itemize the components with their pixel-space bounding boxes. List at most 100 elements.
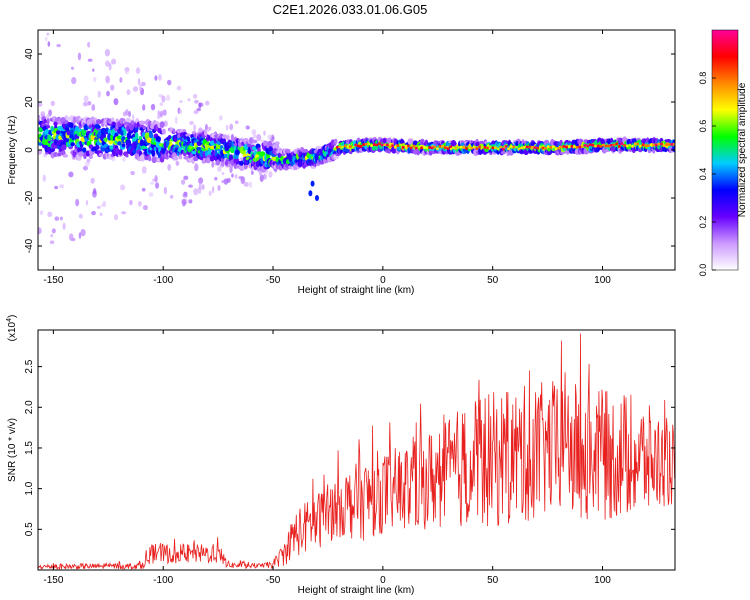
spectrogram-speckle — [113, 98, 119, 106]
spectrogram-heatmap — [38, 32, 675, 245]
spectrogram-speckle — [85, 200, 89, 206]
spectrogram-speckle — [155, 182, 160, 189]
spectrogram-cell — [267, 140, 273, 148]
spectrogram-cell — [151, 149, 156, 157]
spectrogram-y-axis: -40 -20 0 20 40 — [24, 48, 675, 253]
spectrogram-speckle — [167, 163, 172, 171]
spectrogram-speckle — [141, 187, 146, 192]
spectrogram-ridge-cell — [509, 145, 513, 148]
spectrogram-speckle — [221, 171, 225, 176]
spectrogram-speckle — [56, 44, 61, 48]
spectrogram-speckle — [250, 170, 254, 175]
spectrogram-ridge-cell — [459, 145, 463, 149]
spectrogram-speckle — [169, 194, 174, 199]
colorbar-gradient — [712, 30, 738, 270]
spectrogram-speckle — [46, 32, 50, 36]
spectrogram-x-tick-label: 0 — [380, 275, 386, 286]
spectrogram-speckle — [38, 227, 42, 235]
spectrogram-ridge-cell — [578, 145, 582, 149]
spectrogram-cell — [84, 138, 89, 142]
spectrogram-ridge-cell — [473, 145, 476, 149]
spectrogram-cell — [246, 143, 252, 148]
spectrogram-cell — [104, 137, 108, 143]
spectrogram-ridge-cell — [631, 145, 634, 148]
spectrogram-speckle — [165, 94, 171, 102]
spectrogram-speckle — [47, 41, 51, 47]
spectrogram-speckle — [161, 95, 166, 103]
spectrogram-speckle — [208, 190, 212, 196]
spectrogram-speckle — [154, 175, 158, 183]
spectrogram-y-tick-label: 20 — [24, 96, 35, 108]
spectrogram-ridge-cell — [591, 143, 595, 147]
spectrogram-cell — [178, 154, 183, 160]
spectrogram-ridge-cell — [420, 146, 423, 150]
spectrogram-ridge-cell — [433, 145, 437, 149]
snr-x-tick-label: 100 — [594, 575, 611, 586]
spectrogram-speckle — [198, 177, 204, 184]
spectrogram-ridge-cell — [615, 142, 618, 146]
spectrogram-speckle — [91, 104, 96, 111]
spectrogram-ridge-cell — [565, 145, 568, 149]
spectrogram-speckle — [268, 171, 273, 178]
snr-y-tick-label: 0.5 — [24, 522, 35, 536]
snr-x-label: Height of straight line (km) — [298, 585, 415, 596]
spectrogram-speckle — [176, 85, 182, 91]
spectrogram-speckle — [97, 90, 101, 98]
spectrogram-ridge-cell — [436, 147, 439, 151]
spectrogram-ridge-cell — [451, 146, 455, 149]
spectrogram-speckle — [75, 198, 80, 207]
spectrogram-x-tick-label: -50 — [266, 275, 281, 286]
spectrogram-speckle — [122, 156, 126, 162]
spectrogram-speckle — [243, 181, 249, 187]
spectrogram-speckle — [87, 41, 91, 48]
spectrogram-x-tick-label: -100 — [153, 275, 173, 286]
spectrogram-speckle — [105, 75, 110, 84]
spectrogram-speckle — [92, 76, 97, 82]
spectrogram-cell — [672, 139, 675, 144]
spectrogram-ridge-cell — [407, 144, 410, 148]
spectrogram-ridge-cell — [581, 145, 584, 149]
spectrogram-cell — [138, 135, 143, 141]
spectrogram-ridge-cell — [531, 146, 534, 149]
spectrogram-ridge-cell — [386, 143, 389, 147]
spectrogram-speckle — [194, 163, 199, 172]
spectrogram-speckle — [154, 75, 158, 81]
spectrogram-cell — [123, 128, 127, 137]
spectrogram-speckle — [201, 184, 205, 190]
spectrogram-ridge-cell — [517, 147, 521, 151]
spectrogram-ridge-cell — [670, 143, 674, 146]
spectrogram-ridge-cell — [446, 147, 450, 150]
spectrogram-ridge-cell — [644, 144, 647, 147]
spectrogram-cell — [159, 121, 165, 128]
spectrogram-cell — [286, 148, 291, 154]
spectrogram-ridge-cell — [333, 147, 336, 151]
spectrogram-cell — [46, 124, 51, 129]
spectrogram-ridge-cell — [449, 145, 452, 149]
spectrogram-ridge-cell — [602, 143, 605, 147]
spectrogram-ridge-cell — [491, 146, 495, 150]
spectrogram-speckle — [234, 120, 239, 125]
spectrogram-speckle — [68, 233, 74, 241]
spectrogram-ridge-cell — [541, 146, 545, 150]
spectrogram-speckle — [225, 124, 229, 131]
spectrogram-speckle — [99, 212, 103, 217]
spectrogram-ridge-cell — [441, 144, 445, 148]
snr-x-tick-label: 0 — [380, 575, 386, 586]
spectrogram-ridge-cell — [538, 145, 542, 149]
spectrogram-speckle — [38, 102, 43, 107]
spectrogram-ridge-cell — [662, 144, 666, 147]
spectrogram-cell — [141, 145, 147, 150]
spectrogram-ridge-cell — [612, 143, 616, 147]
spectrogram-cell — [38, 142, 43, 146]
snr-frame — [37, 329, 676, 571]
spectrogram-ridge-cell — [507, 147, 510, 151]
spectrogram-speckle — [234, 174, 238, 179]
spectrogram-speckle — [51, 228, 56, 234]
spectrogram-speckle — [181, 198, 186, 207]
spectrogram-ridge-cell — [546, 145, 550, 148]
spectrogram-speckle — [92, 68, 95, 72]
spectrogram-cell — [185, 133, 191, 137]
snr-series-line — [38, 333, 675, 570]
spectrogram-cell — [81, 147, 87, 153]
colorbar-tick-label: 0.2 — [698, 216, 708, 229]
